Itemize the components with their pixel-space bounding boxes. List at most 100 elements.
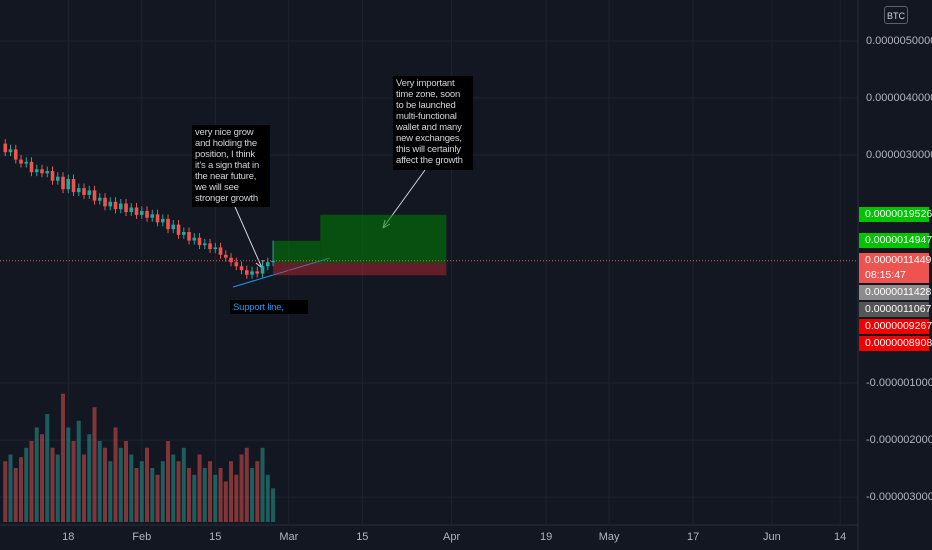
currency-button[interactable]: BTC	[884, 6, 908, 24]
volume-bar	[155, 474, 160, 522]
volume-bar	[271, 488, 276, 522]
candle-body	[82, 188, 86, 195]
x-tick-label: 15	[209, 531, 221, 543]
price-label: 0.0000019526	[859, 207, 932, 223]
target-zone	[273, 240, 321, 263]
candle-body	[129, 207, 134, 213]
volume-bar	[166, 441, 171, 522]
volume-bar	[265, 474, 270, 522]
candle-body	[145, 210, 149, 218]
volume-bar	[45, 414, 50, 522]
price-label: 0.0000011067	[859, 302, 932, 318]
volume-bar	[176, 461, 181, 522]
x-tick-label: 19	[540, 531, 552, 543]
volume-bar	[129, 454, 134, 522]
candle-body	[71, 178, 76, 193]
y-tick-label: 0.0000040000	[866, 92, 932, 104]
candle-body	[250, 271, 254, 275]
candle-body	[103, 197, 107, 207]
y-tick-label: -0.0000020000	[866, 434, 932, 446]
price-label-text: 0.0000014947	[865, 234, 932, 247]
volume-bar	[118, 447, 123, 522]
volume-bar	[124, 441, 129, 522]
price-label: 0.0000011428	[859, 285, 931, 301]
volume-bar	[171, 454, 176, 522]
volume-bar	[61, 393, 66, 522]
x-tick-label: 18	[62, 531, 74, 543]
y-tick-label: -0.0000010000	[866, 377, 932, 389]
annotation-note: Very important time zone, soon to be lau…	[393, 76, 473, 170]
price-label: 0.0000011449 08:15:47	[859, 253, 932, 284]
volume-bar	[97, 441, 102, 522]
price-label-text: 0.0000011449	[865, 254, 932, 267]
stop-zone	[273, 262, 447, 276]
candle-body	[260, 266, 265, 274]
candle-body	[244, 270, 249, 275]
volume-bar	[55, 454, 60, 522]
volume-bar	[160, 461, 165, 522]
candle-body	[3, 143, 8, 153]
candle-body	[234, 262, 239, 267]
volume-bar	[139, 461, 144, 522]
volume-bar	[150, 468, 155, 522]
support-label: Support line,	[230, 300, 308, 314]
candle-body	[192, 237, 197, 241]
volume-bar	[103, 447, 108, 522]
candle-body	[271, 260, 275, 263]
candle-body	[124, 203, 128, 213]
x-tick-label: 15	[356, 531, 368, 543]
volume-bar	[181, 447, 186, 522]
volume-bar	[239, 454, 244, 522]
price-label-text: 0.0000009267	[865, 320, 932, 333]
volume-bar	[50, 447, 55, 522]
candle-body	[202, 243, 207, 246]
volume-bar	[108, 461, 113, 522]
candle-body	[45, 171, 50, 174]
candle-body	[24, 161, 29, 164]
target-zone	[320, 214, 447, 263]
volume-bar	[260, 447, 265, 522]
x-tick-label: May	[599, 531, 620, 543]
candle-body	[29, 161, 34, 173]
x-tick-label: Feb	[132, 531, 151, 543]
candle-body	[66, 178, 71, 190]
arrow	[231, 199, 263, 269]
price-label-text: 0.0000011067	[865, 303, 932, 316]
volume-bar	[234, 474, 239, 522]
candle-body	[139, 210, 144, 215]
candle-body	[19, 159, 23, 164]
volume-bar	[92, 407, 97, 522]
candle-body	[113, 201, 118, 210]
volume-bar	[29, 441, 34, 522]
volume-bar	[71, 441, 76, 522]
candle-body	[97, 197, 102, 201]
volume-bar	[40, 434, 45, 522]
volume-bar	[197, 454, 202, 522]
candle-body	[92, 190, 97, 201]
volume-bar	[223, 481, 228, 522]
volume-bar	[82, 454, 87, 522]
candle-body	[155, 214, 160, 223]
candle-body	[171, 224, 176, 230]
price-label-text: 0.0000008908	[865, 337, 932, 350]
volume-bar	[229, 461, 234, 522]
candle-body	[61, 176, 65, 190]
volume-bar	[134, 468, 139, 522]
volume-bar	[76, 420, 81, 522]
volume-bar	[208, 461, 213, 522]
y-tick-label: 0.0000030000	[866, 149, 932, 161]
candle-body	[150, 214, 155, 218]
price-label: 0.0000009267	[859, 319, 932, 335]
volume-bar	[255, 461, 260, 522]
y-tick-label: -0.0000030000	[866, 491, 932, 503]
candle-body	[108, 201, 113, 207]
candle-body	[176, 224, 181, 235]
candle-body	[223, 254, 228, 258]
candle-body	[50, 171, 55, 181]
volume-bar	[145, 447, 150, 522]
candle-body	[118, 203, 123, 210]
candle-body	[13, 149, 18, 160]
candle-body	[76, 188, 81, 193]
